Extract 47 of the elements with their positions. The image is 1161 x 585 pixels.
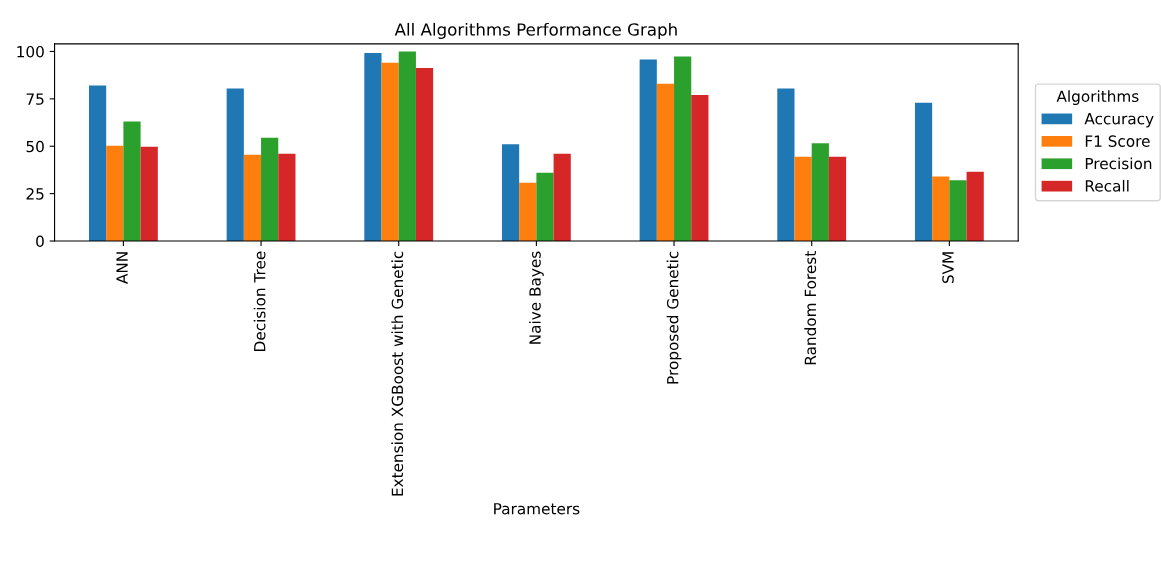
- bar: [381, 62, 399, 242]
- bar: [415, 67, 434, 242]
- bar: [656, 83, 675, 242]
- chart-title: All Algorithms Performance Graph: [394, 22, 677, 40]
- x-tick-label: SVM: [942, 252, 954, 284]
- bar: [536, 172, 554, 242]
- bar: [106, 145, 124, 242]
- bar: [674, 56, 692, 242]
- x-tick-label: Naive Bayes: [528, 251, 544, 344]
- bar: [811, 143, 829, 242]
- bar: [140, 146, 158, 242]
- legend-title: Algorithms: [1056, 90, 1139, 105]
- legend-label: Recall: [1085, 179, 1129, 192]
- x-tick-label: Extension XGBoost with Genetic: [391, 251, 404, 496]
- bar: [949, 180, 967, 242]
- y-tick-label: 75: [26, 93, 44, 105]
- bar: [794, 156, 812, 242]
- x-tick-label: Random Forest: [804, 251, 817, 365]
- bar: [364, 52, 382, 242]
- bar: [828, 156, 847, 242]
- legend-label: F1 Score: [1085, 135, 1150, 147]
- bar: [966, 171, 984, 242]
- bar: [261, 137, 279, 242]
- bar: [398, 51, 416, 242]
- legend-label: Precision: [1085, 157, 1152, 170]
- x-axis-title: Parameters: [494, 503, 580, 515]
- bar: [88, 85, 107, 242]
- bar: [932, 176, 950, 242]
- bar: [501, 144, 520, 242]
- y-tick-label: 25: [26, 188, 44, 200]
- y-tick-label: 0: [36, 235, 44, 248]
- x-tick-label: Proposed Genetic: [666, 251, 682, 384]
- bar: [639, 59, 657, 242]
- bar: [691, 95, 709, 242]
- bar: [914, 102, 933, 242]
- bar: [777, 88, 795, 242]
- legend-label: Accuracy: [1084, 113, 1154, 128]
- y-tick-label: 50: [26, 140, 44, 153]
- x-tick-label: ANN: [116, 252, 128, 284]
- bar: [519, 182, 537, 242]
- y-tick-label: 100: [17, 45, 44, 58]
- bar: [553, 153, 571, 242]
- bar: [278, 153, 296, 242]
- bar: [243, 154, 262, 242]
- x-tick-label: Decision Tree: [253, 251, 266, 351]
- bar: [123, 121, 141, 242]
- bar: [226, 88, 244, 242]
